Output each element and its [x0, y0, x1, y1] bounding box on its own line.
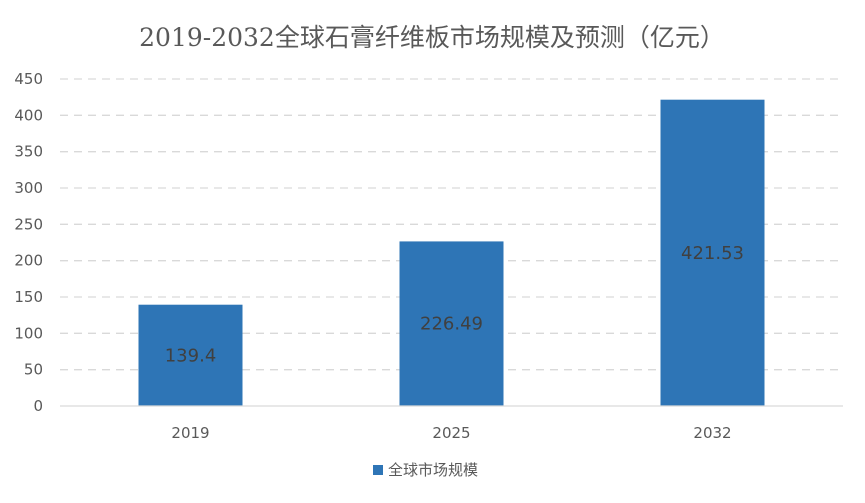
y-tick-label: 200: [14, 252, 43, 270]
y-tick-label: 100: [14, 324, 43, 342]
y-tick-label: 300: [14, 179, 43, 197]
bar-2032: [660, 99, 765, 406]
x-tick-label: 2019: [171, 424, 209, 442]
y-tick-label: 350: [14, 143, 43, 161]
x-axis-ticks: 2019 2025 2032: [171, 424, 731, 442]
legend: 全球市场规模: [373, 461, 478, 479]
data-label-2032: 421.53: [681, 243, 744, 264]
bar-2025: [399, 241, 504, 406]
data-label-2019: 139.4: [165, 345, 217, 366]
y-tick-label: 150: [14, 288, 43, 306]
x-tick-label: 2025: [432, 424, 470, 442]
y-tick-label: 0: [33, 397, 43, 415]
y-tick-label: 250: [14, 215, 43, 233]
bar-2019: [138, 304, 243, 406]
y-tick-label: 400: [14, 106, 43, 124]
y-tick-label: 50: [24, 361, 43, 379]
chart-title: 2019-2032全球石膏纤维板市场规模及预测（亿元）: [139, 23, 725, 52]
bars: 139.4 226.49 421.53: [138, 99, 765, 406]
legend-swatch: [373, 465, 383, 475]
y-axis-ticks: 0 50 100 150 200 250 300 350 400 450: [14, 70, 43, 415]
legend-label: 全球市场规模: [388, 461, 478, 479]
x-tick-label: 2032: [693, 424, 731, 442]
data-label-2025: 226.49: [420, 314, 483, 335]
y-tick-label: 450: [14, 70, 43, 88]
